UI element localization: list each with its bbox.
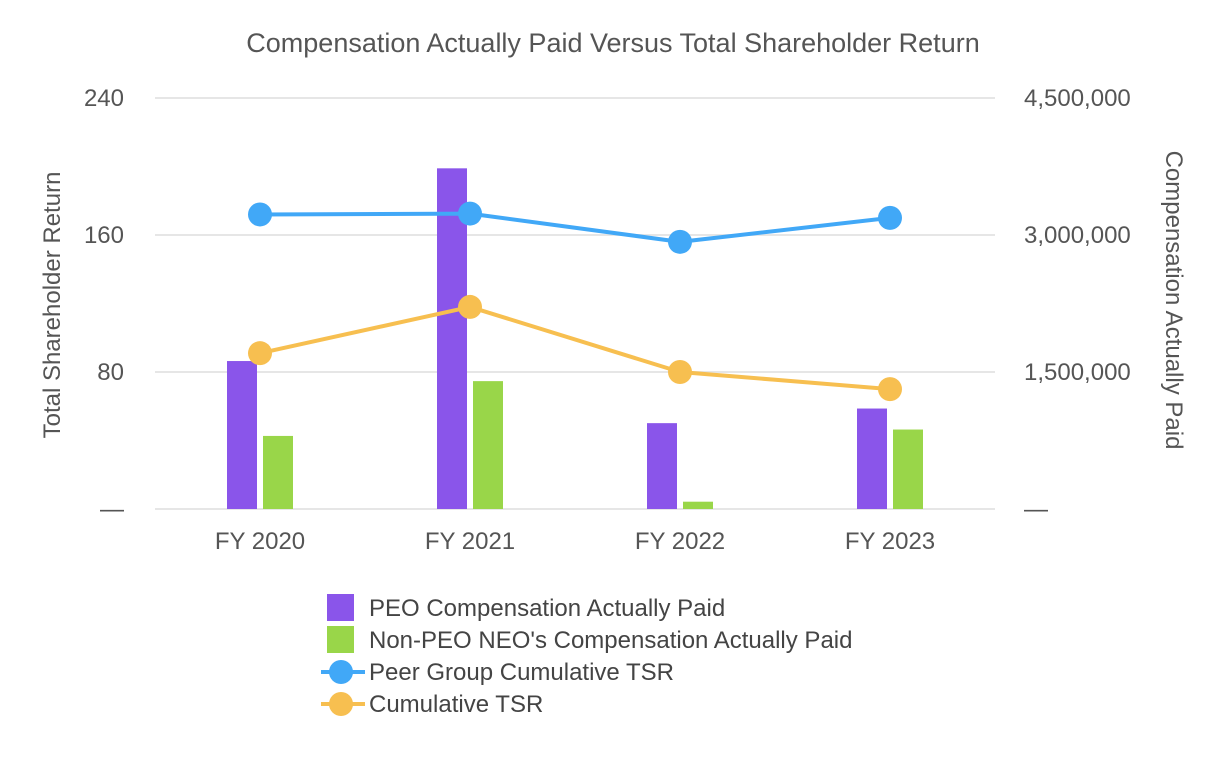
left-axis-title: Total Shareholder Return (39, 172, 66, 439)
bars (227, 168, 923, 509)
right-tick-label: 4,500,000 (1024, 85, 1131, 112)
legend-label: Non-PEO NEO's Compensation Actually Paid (369, 627, 852, 654)
axes: — 80 160 240 — 1,500,000 3,000,000 4,500,000 FY … (84, 85, 1131, 555)
right-axis-title: Compensation Actually Paid (1160, 151, 1187, 450)
legend-marker (329, 692, 353, 716)
left-tick-label: — (100, 496, 124, 523)
x-tick-label: FY 2021 (425, 528, 515, 555)
chart-title: Compensation Actually Paid Versus Total … (246, 28, 979, 58)
bar-peo-1 (437, 168, 467, 509)
legend-marker (329, 660, 353, 684)
bar-peo-0 (227, 361, 257, 509)
right-tick-label: 3,000,000 (1024, 222, 1131, 249)
gridlines (155, 97, 995, 510)
point-cumulative-tsr-2 (668, 360, 692, 384)
left-tick-label: 240 (84, 85, 124, 112)
point-cumulative-tsr-1 (458, 294, 482, 319)
point-peer-tsr-0 (248, 202, 272, 227)
x-tick-label: FY 2020 (215, 528, 305, 555)
point-cumulative-tsr-0 (248, 341, 272, 366)
legend-label: Peer Group Cumulative TSR (369, 659, 674, 686)
bar-non-peo-1 (473, 381, 503, 509)
bar-peo-2 (647, 423, 677, 509)
bar-non-peo-0 (263, 435, 293, 509)
lines (248, 201, 902, 402)
line-peer-tsr (259, 211, 891, 244)
x-tick-label: FY 2023 (845, 528, 935, 555)
left-tick-label: 160 (84, 222, 124, 249)
bar-non-peo-3 (893, 429, 923, 509)
left-tick-label: 80 (97, 359, 124, 386)
legend-label: PEO Compensation Actually Paid (369, 595, 725, 622)
legend: PEO Compensation Actually Paid Non-PEO NE… (321, 594, 852, 718)
right-tick-label: 1,500,000 (1024, 359, 1131, 386)
legend-swatch (327, 594, 354, 621)
bar-peo-3 (857, 408, 887, 509)
point-peer-tsr-2 (668, 229, 692, 254)
bar-non-peo-2 (683, 501, 713, 509)
point-peer-tsr-3 (878, 205, 902, 230)
x-tick-label: FY 2022 (635, 528, 725, 555)
line-cumulative-tsr (259, 304, 891, 392)
point-cumulative-tsr-3 (878, 377, 902, 402)
legend-swatch (327, 626, 354, 653)
right-tick-label: — (1024, 496, 1048, 523)
legend-label: Cumulative TSR (369, 691, 543, 718)
point-peer-tsr-1 (458, 201, 482, 226)
